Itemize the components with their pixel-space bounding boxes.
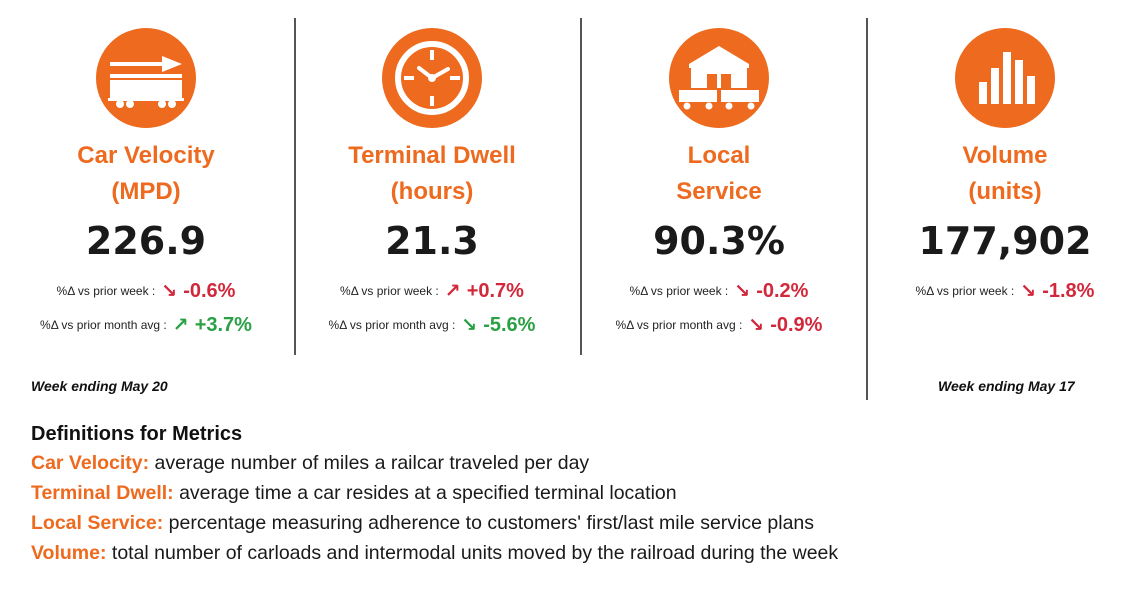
arrow-down-right-icon: ↘ <box>748 314 765 336</box>
delta-prior-week: %Δ vs prior week : ↘ -0.2% <box>576 274 862 308</box>
definition-text: average time a car resides at a specifie… <box>173 482 677 504</box>
metric-value: 177,902 <box>918 219 1092 263</box>
delta-prior-week: %Δ vs prior week : ↗ +0.7% <box>289 274 575 308</box>
definition-term: Volume: <box>31 542 107 564</box>
delta-label: %Δ vs prior week : <box>56 284 156 298</box>
delta-value: -5.6% <box>483 313 536 336</box>
metric-deltas: %Δ vs prior week : ↘ -1.8% <box>862 274 1122 308</box>
delta-value: +3.7% <box>194 313 252 336</box>
delta-value: +0.7% <box>466 279 524 302</box>
delta-prior-month-avg: %Δ vs prior month avg : ↗ +3.7% <box>3 308 289 342</box>
metric-title: Volume (units) <box>862 138 1122 210</box>
arrow-up-right-icon: ↗ <box>172 314 189 336</box>
metric-deltas: %Δ vs prior week : ↘ -0.6% %Δ vs prior m… <box>3 274 289 342</box>
metric-title: Local Service <box>576 138 862 210</box>
arrow-up-right-icon: ↗ <box>444 280 461 302</box>
column-divider <box>580 18 582 355</box>
metrics-panel: Car Velocity (MPD) 226.9 %Δ vs prior wee… <box>3 0 1122 400</box>
metric-title-line2: (MPD) <box>111 178 181 205</box>
definition-item: Local Service: percentage measuring adhe… <box>31 508 1101 538</box>
metric-car-velocity: Car Velocity (MPD) 226.9 %Δ vs prior wee… <box>3 0 289 342</box>
delta-label: %Δ vs prior month avg : <box>328 318 456 332</box>
metric-title-line2: Service <box>676 178 762 205</box>
delta-prior-month-avg: %Δ vs prior month avg : ↘ -5.6% <box>289 308 575 342</box>
metric-volume: Volume (units) 177,902 %Δ vs prior week … <box>862 0 1122 308</box>
delta-prior-week: %Δ vs prior week : ↘ -1.8% <box>862 274 1122 308</box>
metric-local-service: Local Service 90.3% %Δ vs prior week : ↘… <box>576 0 862 342</box>
metric-title: Car Velocity (MPD) <box>3 138 289 210</box>
delta-value: -0.2% <box>756 279 809 302</box>
definition-item: Terminal Dwell: average time a car resid… <box>31 478 1101 508</box>
definition-term: Car Velocity: <box>31 452 150 474</box>
definition-text: average number of miles a railcar travel… <box>149 452 590 474</box>
definition-term: Terminal Dwell: <box>31 482 174 504</box>
metric-title: Terminal Dwell (hours) <box>289 138 575 210</box>
delta-value: -0.9% <box>770 313 823 336</box>
delta-label: %Δ vs prior week : <box>629 284 729 298</box>
delta-label: %Δ vs prior week : <box>340 284 439 298</box>
metric-title-line2: (units) <box>968 178 1042 205</box>
arrow-down-right-icon: ↘ <box>1020 280 1037 302</box>
definitions-section: Definitions for Metrics Car Velocity: av… <box>31 420 1101 568</box>
delta-prior-month-avg: %Δ vs prior month avg : ↘ -0.9% <box>576 308 862 342</box>
bar-chart-icon <box>955 28 1055 128</box>
delta-label: %Δ vs prior week : <box>915 284 1015 298</box>
column-divider <box>866 18 868 400</box>
metric-title-line1: Local <box>687 142 751 169</box>
delta-prior-week: %Δ vs prior week : ↘ -0.6% <box>3 274 289 308</box>
warehouse-railcar-icon <box>669 28 769 128</box>
arrow-down-right-icon: ↘ <box>161 280 178 302</box>
metric-deltas: %Δ vs prior week : ↘ -0.2% %Δ vs prior m… <box>576 274 862 342</box>
metric-value: 90.3% <box>653 219 785 263</box>
metric-title-line1: Volume <box>962 142 1048 169</box>
metric-title-line1: Car Velocity <box>77 142 215 169</box>
railcar-velocity-icon <box>96 28 196 128</box>
definition-item: Car Velocity: average number of miles a … <box>31 448 1101 478</box>
week-ending-label: Week ending May 20 <box>31 378 168 394</box>
delta-label: %Δ vs prior month avg : <box>615 318 743 332</box>
metric-value: 226.9 <box>85 219 207 263</box>
definition-item: Volume: total number of carloads and int… <box>31 538 1101 568</box>
delta-value: -1.8% <box>1042 279 1095 302</box>
metric-terminal-dwell: Terminal Dwell (hours) 21.3 %Δ vs prior … <box>289 0 575 342</box>
clock-icon <box>382 28 482 128</box>
definition-text: percentage measuring adherence to custom… <box>163 512 815 534</box>
metric-value: 21.3 <box>385 219 479 263</box>
delta-label: %Δ vs prior month avg : <box>40 318 167 332</box>
week-ending-label: Week ending May 17 <box>938 378 1075 394</box>
metric-deltas: %Δ vs prior week : ↗ +0.7% %Δ vs prior m… <box>289 274 575 342</box>
arrow-down-right-icon: ↘ <box>734 280 751 302</box>
definition-text: total number of carloads and intermodal … <box>106 542 839 564</box>
column-divider <box>294 18 296 355</box>
metric-title-line1: Terminal Dwell <box>348 142 516 169</box>
definition-term: Local Service: <box>31 512 164 534</box>
delta-value: -0.6% <box>183 279 236 302</box>
definitions-title: Definitions for Metrics <box>31 423 243 445</box>
metric-title-line2: (hours) <box>390 178 474 205</box>
arrow-down-right-icon: ↘ <box>461 314 478 336</box>
